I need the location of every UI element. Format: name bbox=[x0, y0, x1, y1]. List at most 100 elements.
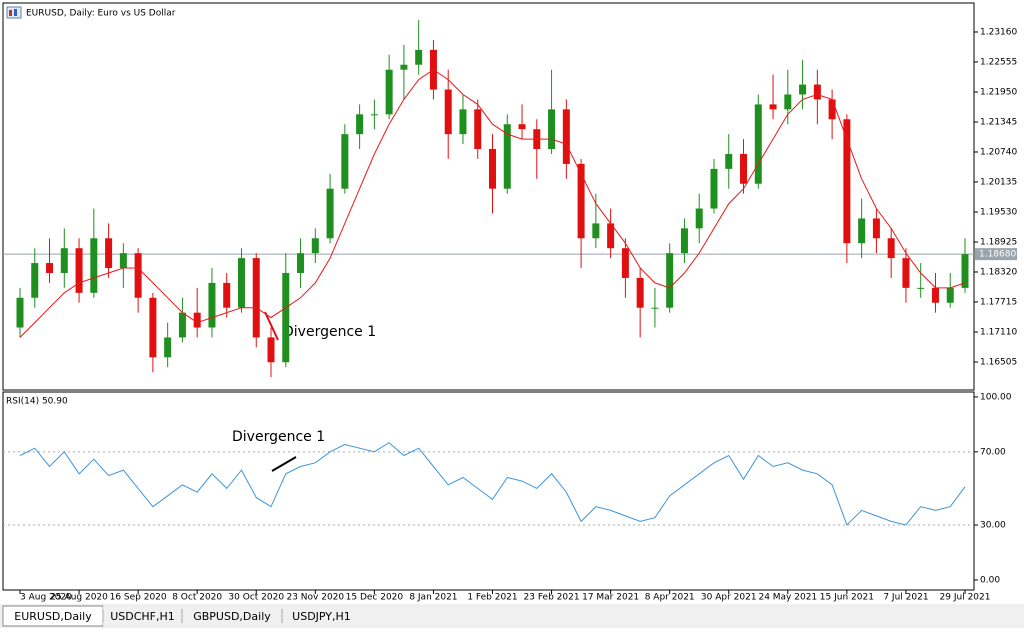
x-tick-label: 24 May 2021 bbox=[758, 593, 817, 603]
tab-label[interactable]: GBPUSD,Daily bbox=[193, 610, 271, 623]
candle-body bbox=[902, 258, 910, 288]
candle-body bbox=[415, 49, 423, 65]
candle-body bbox=[149, 297, 157, 358]
candle-body bbox=[607, 223, 615, 249]
y-tick-label: 1.23160 bbox=[980, 28, 1017, 38]
candle-body bbox=[474, 109, 482, 150]
candle-body bbox=[784, 94, 792, 110]
tab-label[interactable]: EURUSD,Daily bbox=[14, 610, 92, 623]
x-tick-label: 15 Dec 2020 bbox=[346, 593, 404, 603]
candle-body bbox=[858, 218, 866, 244]
tab[interactable] bbox=[182, 606, 282, 626]
x-tick-label: 25 Aug 2020 bbox=[50, 593, 108, 603]
candle-body bbox=[592, 223, 600, 239]
candle-body bbox=[31, 263, 39, 298]
candle-body bbox=[297, 253, 305, 273]
tab-label[interactable]: USDJPY,H1 bbox=[292, 610, 351, 623]
candle-body bbox=[400, 64, 408, 70]
candle-body bbox=[769, 104, 777, 110]
candle-body bbox=[326, 188, 334, 239]
x-tick-label: 23 Nov 2020 bbox=[286, 593, 344, 603]
candle-body bbox=[548, 109, 556, 150]
x-tick-label: 3 Aug 2020 bbox=[20, 593, 72, 603]
candle-body bbox=[666, 253, 674, 308]
price-panel bbox=[2, 2, 975, 391]
x-tick-label: 8 Oct 2020 bbox=[172, 593, 222, 603]
candle-body bbox=[193, 312, 201, 328]
candle-body bbox=[237, 258, 245, 308]
candle-body bbox=[946, 287, 954, 303]
candle-body bbox=[813, 84, 821, 100]
candle-body bbox=[917, 287, 925, 289]
x-tick-label: 15 Jun 2021 bbox=[820, 593, 874, 603]
rsi-line bbox=[19, 442, 966, 526]
x-tick-label: 8 Apr 2021 bbox=[645, 593, 695, 603]
rsi-panel bbox=[2, 391, 975, 591]
candle-body bbox=[621, 248, 629, 278]
x-tick-label: 29 Jul 2021 bbox=[940, 593, 991, 603]
candle-body bbox=[931, 287, 939, 303]
candle-body bbox=[489, 149, 496, 189]
y-tick-label: 1.22555 bbox=[980, 58, 1017, 68]
current-price-box bbox=[975, 248, 1017, 261]
y-tick-label: 1.21950 bbox=[980, 88, 1017, 98]
candle-body bbox=[282, 272, 290, 363]
candle-body bbox=[740, 153, 748, 184]
y-tick-label: 0.00 bbox=[980, 575, 1000, 585]
tab[interactable] bbox=[282, 606, 361, 626]
y-tick-label: 70.00 bbox=[980, 447, 1006, 457]
chart-title: EURUSD, Daily: Euro vs US Dollar bbox=[26, 9, 176, 19]
tab-label[interactable]: USDCHF,H1 bbox=[110, 610, 175, 623]
candle-body bbox=[208, 282, 216, 328]
candle-body bbox=[223, 282, 231, 308]
candle-body bbox=[799, 84, 807, 95]
annotation: Divergence 1 bbox=[232, 429, 325, 445]
candle-body bbox=[843, 119, 851, 244]
candle-body bbox=[385, 69, 393, 115]
candle-body bbox=[105, 238, 113, 269]
current-price-label: 1.18680 bbox=[979, 250, 1016, 260]
candle-body bbox=[252, 258, 260, 338]
candle-body bbox=[872, 218, 880, 239]
candle-body bbox=[341, 134, 349, 189]
candle-body bbox=[60, 248, 68, 273]
x-tick-label: 1 Feb 2021 bbox=[467, 593, 517, 603]
candle-body bbox=[46, 263, 54, 273]
candle-body bbox=[444, 89, 452, 135]
candle-body bbox=[503, 124, 511, 189]
tab[interactable] bbox=[103, 606, 182, 626]
y-tick-label: 1.18925 bbox=[980, 237, 1017, 247]
x-tick-label: 17 Mar 2021 bbox=[582, 593, 639, 603]
y-tick-label: 100.00 bbox=[980, 392, 1012, 402]
moving-average bbox=[19, 69, 966, 338]
tabs: EURUSD,Daily USDCHF,H1 GBPUSD,Daily USDJPY,… bbox=[2, 605, 361, 627]
candle-body bbox=[178, 312, 186, 338]
symbol-icon bbox=[6, 6, 22, 19]
annotation-line bbox=[271, 456, 297, 472]
y-tick-label: 1.16505 bbox=[980, 357, 1017, 367]
y-tick-label: 1.20740 bbox=[980, 147, 1017, 157]
x-tick-label: 16 Sep 2020 bbox=[110, 593, 167, 603]
candle-body bbox=[311, 238, 319, 254]
candle-body bbox=[710, 168, 718, 209]
x-tick-label: 30 Oct 2020 bbox=[228, 593, 284, 603]
candle-body bbox=[459, 109, 467, 135]
candle-body bbox=[636, 277, 644, 308]
candle-body bbox=[887, 238, 895, 259]
y-tick-label: 30.00 bbox=[980, 521, 1006, 531]
candle-body bbox=[356, 114, 364, 135]
annotation: Divergence 1 bbox=[283, 324, 376, 340]
candle-body bbox=[134, 253, 142, 298]
candle-body bbox=[828, 99, 836, 120]
y-tick-label: 1.20135 bbox=[980, 177, 1017, 187]
candle-body bbox=[695, 208, 703, 229]
candle-body bbox=[518, 124, 526, 130]
x-tick-label: 30 Apr 2021 bbox=[701, 593, 757, 603]
candle-body bbox=[370, 114, 378, 116]
y-tick-label: 1.21345 bbox=[980, 118, 1017, 128]
annotation-line bbox=[264, 311, 279, 341]
candle-body bbox=[577, 163, 585, 239]
candle-body bbox=[651, 307, 659, 309]
candle-body bbox=[562, 109, 570, 164]
